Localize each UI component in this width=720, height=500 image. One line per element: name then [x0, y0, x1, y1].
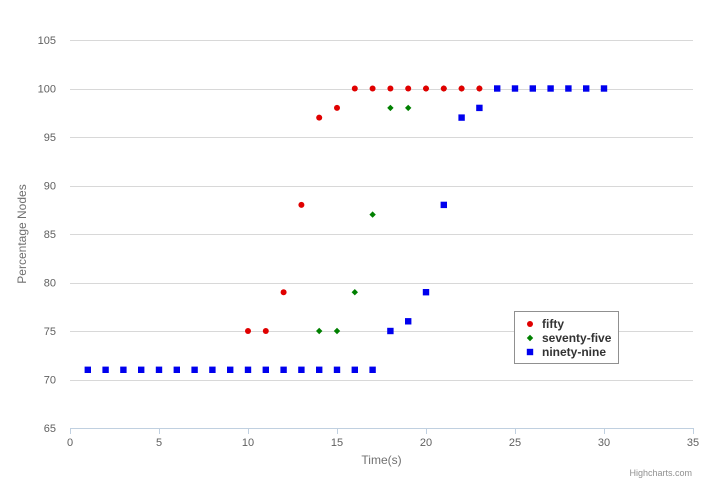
data-point	[387, 327, 394, 335]
data-point	[440, 201, 447, 209]
y-tick-label: 100	[38, 84, 56, 96]
data-point	[298, 201, 305, 208]
data-point	[102, 366, 109, 373]
credits-link[interactable]: Highcharts.com	[629, 468, 692, 478]
legend-item-label: fifty	[542, 317, 564, 331]
data-point	[155, 366, 163, 373]
data-point	[387, 85, 394, 92]
data-point	[209, 366, 216, 373]
data-point	[405, 104, 412, 112]
y-tick-label: 80	[44, 278, 56, 290]
data-point	[547, 85, 554, 92]
data-point	[458, 114, 465, 121]
legend-item-label: seventy-five	[542, 331, 612, 345]
data-point	[565, 85, 572, 92]
legend-marker	[526, 334, 534, 342]
data-point	[191, 366, 198, 373]
data-point	[262, 366, 269, 373]
data-point	[298, 366, 305, 373]
y-axis-title: Percentage Nodes	[15, 184, 29, 283]
data-point	[84, 366, 91, 373]
data-point	[458, 85, 465, 92]
legend-marker	[527, 321, 533, 327]
data-point	[351, 366, 358, 373]
data-point	[316, 114, 323, 121]
data-point	[262, 328, 269, 334]
grid-lines	[70, 40, 693, 381]
data-point	[405, 85, 412, 92]
y-tick-label: 95	[44, 132, 56, 144]
x-tick-label: 10	[242, 437, 254, 449]
series-ninety-nine	[84, 85, 608, 373]
data-point	[333, 366, 341, 373]
x-axis-title: Time(s)	[361, 453, 401, 467]
y-tick-label: 105	[38, 35, 56, 47]
data-point	[405, 318, 412, 325]
data-point	[423, 85, 429, 92]
y-tick-label: 65	[44, 423, 56, 435]
x-tick-label: 20	[420, 437, 432, 449]
data-point	[422, 289, 430, 296]
data-point	[227, 366, 234, 373]
y-tick-label: 75	[44, 326, 56, 338]
y-tick-label: 70	[44, 375, 56, 387]
data-point	[316, 366, 323, 373]
series-fifty	[245, 85, 483, 334]
data-point	[280, 366, 287, 373]
data-point	[440, 85, 447, 92]
data-point	[494, 85, 501, 92]
x-tick-label: 35	[687, 437, 699, 449]
data-point	[583, 85, 590, 92]
data-point	[120, 366, 127, 373]
tick-labels: 65 70 75 80 85 90 95 100 105 0 5 10 15 20 25 30 35	[38, 35, 699, 449]
data-point	[369, 85, 376, 92]
x-tick-label: 25	[509, 437, 521, 449]
y-tick-label: 85	[44, 229, 56, 241]
x-tick-label: 0	[67, 437, 73, 449]
legend-marker	[526, 348, 534, 356]
data-points	[84, 85, 608, 373]
data-point	[173, 366, 180, 373]
data-point	[351, 85, 358, 92]
data-point	[476, 85, 483, 92]
data-point	[244, 366, 252, 373]
data-point	[511, 85, 519, 92]
legend-item-label: ninety-nine	[542, 345, 606, 359]
data-point	[476, 104, 483, 112]
data-point	[351, 289, 358, 296]
data-point	[245, 328, 251, 334]
axes	[70, 428, 694, 434]
x-tick-label: 5	[156, 437, 162, 449]
data-point	[600, 85, 608, 92]
data-point	[387, 104, 394, 112]
data-point	[280, 289, 287, 296]
data-point	[138, 366, 145, 373]
data-point	[529, 85, 536, 92]
series-seventy-five	[316, 85, 483, 335]
data-point	[333, 327, 341, 335]
data-point	[316, 327, 323, 335]
x-tick-label: 15	[331, 437, 343, 449]
data-point	[334, 104, 340, 111]
x-tick-label: 30	[598, 437, 610, 449]
y-tick-label: 90	[44, 181, 56, 193]
data-point	[369, 211, 376, 218]
data-point	[369, 366, 376, 373]
